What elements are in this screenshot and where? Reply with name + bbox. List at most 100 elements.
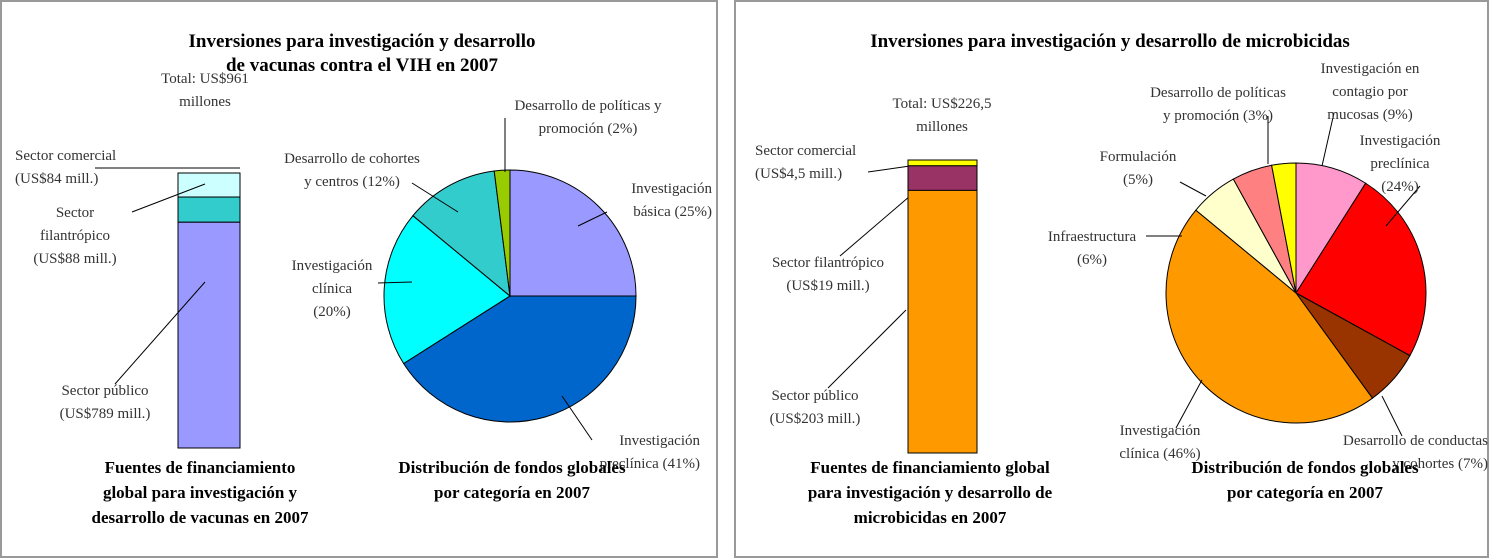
leader-line — [839, 195, 911, 257]
chart-title-text: Distribución de fondos globales por cate… — [1191, 458, 1419, 502]
slice-label-text: (20%) — [313, 304, 351, 320]
leader-line — [577, 211, 608, 227]
panel-title-text: Inversiones para investigación y desarro… — [188, 31, 536, 76]
slice-label: Desarrollo de políticas y promoción (3%) — [1150, 82, 1286, 128]
pie-slice — [493, 169, 511, 297]
pie-slice — [1271, 162, 1297, 294]
segment-label: Sector filantrópico (US$19 mill.) — [772, 252, 884, 298]
bar-segment — [177, 196, 241, 223]
bar-segment — [177, 172, 241, 198]
leader-line — [1381, 395, 1403, 437]
segment-label-text: (US$203 mill.) — [769, 411, 861, 427]
segment-label-text: (US$4,5 mill.) — [755, 166, 843, 182]
panel-title: Inversiones para investigación y desarro… — [870, 30, 1350, 54]
slice-label-text: (5%) — [1123, 172, 1153, 188]
segment-label-text: Sector filantrópico — [771, 255, 885, 271]
slice-label-text: Desarrollo de conductas y cohortes — [1343, 433, 1488, 472]
segment-label-text: Sector público — [771, 388, 859, 404]
total-annotation-text: Total: US$961 millones — [161, 71, 249, 110]
slice-label-text: (3%) — [1243, 108, 1273, 124]
total-annotation: Total: US$961 millones — [161, 68, 249, 114]
bar-segment — [907, 165, 978, 191]
slice-label-text: Formulación — [1099, 149, 1177, 165]
leader-line — [1179, 181, 1207, 197]
segment-label-text: Sector público — [61, 383, 149, 399]
slice-label-text: Investigación clínica — [291, 258, 373, 297]
slice-label-text: Desarrollo de políticas y promoción — [514, 98, 662, 137]
chart-title: Distribución de fondos globales por cate… — [398, 455, 625, 505]
slice-label-text: Investigación clínica — [1119, 423, 1201, 462]
segment-label-text: (US$789 mill.) — [59, 406, 151, 422]
segment-label: Sector público (US$789 mill.) — [60, 380, 151, 426]
segment-label: Sector comercial (US$84 mill.) — [15, 145, 116, 191]
leader-line — [411, 182, 459, 213]
total-annotation-text: Total: US$226,5 millones — [892, 96, 992, 135]
pie-slice — [412, 170, 511, 298]
slice-label: Desarrollo de cohortes y centros (12%) — [284, 148, 420, 194]
slice-label-text: (2%) — [607, 121, 638, 137]
segment-label: Sector comercial (US$4,5 mill.) — [755, 140, 856, 186]
chart-title: Fuentes de financiamiento global para in… — [808, 455, 1052, 530]
slice-label-text: Investigación preclínica — [599, 433, 700, 472]
slice-label-text: Investigación en contagio por mucosas — [1320, 61, 1420, 123]
pie-slice — [1295, 182, 1427, 357]
leader-line — [377, 281, 413, 284]
slice-label: Investigación básica (25%) — [631, 178, 712, 224]
slice-label: Investigación clínica (20%) — [292, 255, 373, 324]
panel-border — [734, 0, 1489, 558]
panel-title: Inversiones para investigación y desarro… — [189, 30, 536, 78]
slice-label-text: (46%) — [1163, 446, 1201, 462]
bar-segment — [177, 221, 241, 449]
segment-label-text: (US$84 mill.) — [15, 171, 99, 187]
leader-line — [1385, 185, 1421, 227]
slice-label-text: (12%) — [362, 174, 400, 190]
bar-segment — [907, 189, 978, 454]
segment-label-text: Sector comercial — [755, 143, 857, 159]
leader-line — [114, 281, 206, 385]
slice-label-text: (25%) — [674, 204, 713, 220]
leader-line — [827, 309, 907, 389]
pie-slice — [509, 169, 637, 297]
slice-label: Investigación en contagio por mucosas (9… — [1321, 58, 1420, 127]
bar-segment — [907, 159, 978, 167]
segment-label-text: (US$88 mill.) — [33, 251, 117, 267]
slice-label: Investigación preclínica (41%) — [600, 430, 700, 476]
leader-line — [131, 183, 206, 213]
panel-title-text: Inversiones para investigación y desarro… — [870, 31, 1350, 52]
chart-title-text: Fuentes de financiamiento global para in… — [91, 458, 309, 527]
slice-label-text: Investigación básica — [631, 181, 712, 220]
slice-label: Investigación clínica (46%) — [1119, 420, 1200, 466]
segment-label-text: (US$19 mill.) — [786, 278, 870, 294]
segment-label-text: Sector filantrópico — [40, 205, 110, 244]
segment-label: Sector público (US$203 mill.) — [770, 385, 861, 431]
slice-label: Investigación preclínica (24%) — [1360, 130, 1441, 199]
slice-label-text: (6%) — [1077, 252, 1107, 268]
slice-label: Desarrollo de políticas y promoción (2%) — [514, 95, 661, 141]
slice-label-text: Desarrollo de políticas y promoción — [1150, 85, 1286, 124]
pie-slice — [383, 214, 511, 365]
segment-label-text: Sector comercial — [15, 148, 117, 164]
slice-label: Desarrollo de conductas y cohortes (7%) — [1343, 430, 1488, 476]
leader-line — [1175, 379, 1203, 429]
leader-line — [867, 165, 911, 173]
slice-label-text: (24%) — [1381, 179, 1419, 195]
slice-label-text: (9%) — [1382, 107, 1413, 123]
slice-label-text: Desarrollo de cohortes y centros — [284, 151, 420, 190]
chart-title: Distribución de fondos globales por cate… — [1191, 455, 1418, 505]
slice-label-text: Investigación preclínica — [1359, 133, 1441, 172]
slice-label: Infraestructura (6%) — [1048, 226, 1136, 272]
slice-label-text: Infraestructura — [1047, 229, 1137, 245]
total-annotation: Total: US$226,5 millones — [893, 93, 992, 139]
slice-label-text: (7%) — [1458, 456, 1488, 472]
slice-label: Formulación (5%) — [1100, 146, 1177, 192]
pie-slice — [402, 295, 637, 423]
leader-line — [1321, 112, 1335, 167]
segment-label: Sector filantrópico (US$88 mill.) — [33, 202, 116, 271]
slice-label-text: (41%) — [662, 456, 701, 472]
chart-title-text: Fuentes de financiamiento global para in… — [807, 458, 1053, 527]
chart-title-text: Distribución de fondos globales por cate… — [398, 458, 626, 502]
panel-border — [0, 0, 718, 558]
leader-line — [561, 395, 593, 441]
